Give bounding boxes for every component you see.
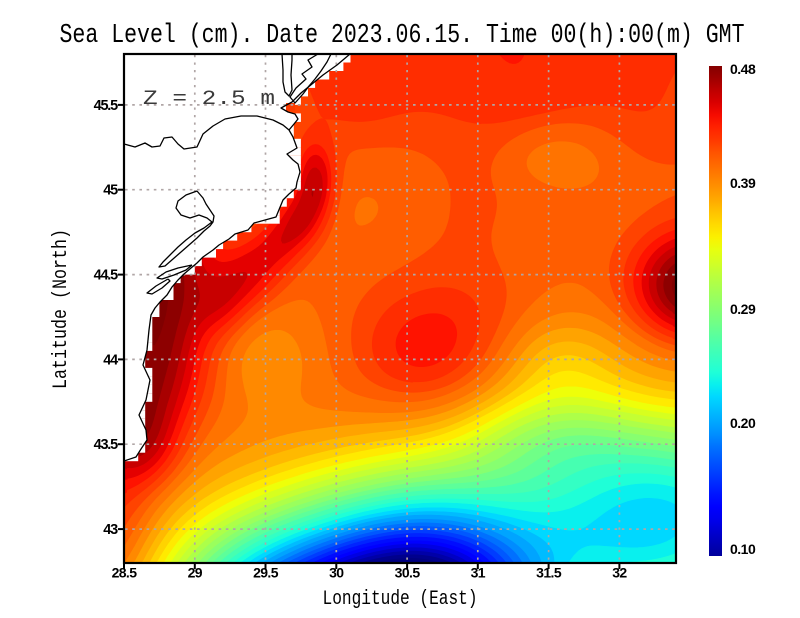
svg-text:Latitude (North): Latitude (North) <box>50 229 73 389</box>
svg-text:43: 43 <box>103 522 118 538</box>
svg-text:31.5: 31.5 <box>536 565 562 581</box>
svg-text:30: 30 <box>329 565 344 581</box>
svg-text:29: 29 <box>188 565 203 581</box>
svg-text:43.5: 43.5 <box>94 437 119 453</box>
svg-text:Sea Level (cm). Date 2023.06.1: Sea Level (cm). Date 2023.06.15. Time 00… <box>60 21 745 51</box>
svg-text:44: 44 <box>103 352 118 368</box>
svg-text:Z = 2.5 m: Z = 2.5 m <box>143 88 275 111</box>
svg-text:Longitude (East): Longitude (East) <box>323 588 478 611</box>
svg-text:29.5: 29.5 <box>253 565 279 581</box>
svg-text:32: 32 <box>612 565 627 581</box>
svg-text:0.20: 0.20 <box>730 415 756 431</box>
svg-text:0.48: 0.48 <box>730 61 756 77</box>
svg-text:0.29: 0.29 <box>730 301 756 317</box>
svg-text:0.10: 0.10 <box>730 541 756 557</box>
svg-text:45: 45 <box>103 183 118 199</box>
svg-text:31: 31 <box>471 565 486 581</box>
svg-text:28.5: 28.5 <box>112 565 138 581</box>
svg-text:44.5: 44.5 <box>94 268 119 284</box>
svg-text:45.5: 45.5 <box>94 98 119 114</box>
svg-text:30.5: 30.5 <box>395 565 421 581</box>
svg-text:0.39: 0.39 <box>730 175 756 191</box>
